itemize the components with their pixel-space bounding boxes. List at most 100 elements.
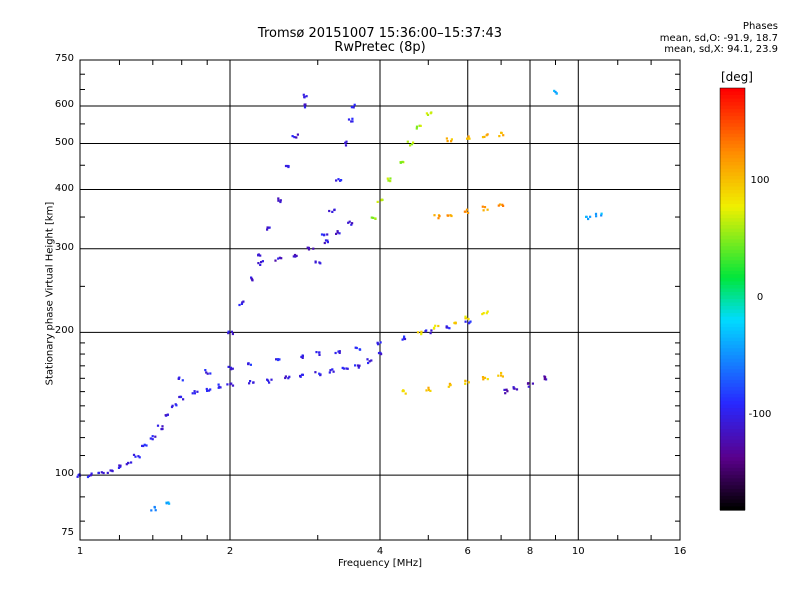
colorbar-segment [720,249,745,254]
scatter-point [277,199,280,202]
colorbar-segment [720,446,745,451]
stats-o-mode: mean, sd,O: -91.9, 18.7 [659,33,778,44]
colorbar-segment [720,207,745,212]
scatter-point [181,379,184,382]
colorbar-segment [720,457,745,462]
scatter-point [555,92,558,95]
scatter-point [351,120,354,123]
scatter-point [358,364,361,367]
colorbar-border [719,87,746,511]
colorbar-segment [720,179,745,184]
colorbar-tick-label: 100 [750,174,770,186]
colorbar-segment [720,320,745,325]
colorbar-segment [720,306,745,311]
scatter-point [500,131,503,135]
y-tick-label: 200 [54,325,74,337]
colorbar-segment [720,284,745,290]
colorbar-segment [720,471,745,476]
scatter-point [346,367,349,370]
scatter-point [143,443,146,446]
scatter-point [161,425,164,428]
scatter-point [154,509,157,512]
scatter-point [323,241,326,245]
scatter-point [301,373,304,376]
scatter-point [402,389,405,393]
scatter-point [145,444,148,447]
scatter-point [434,324,437,327]
scatter-point [266,226,269,229]
colorbar-segment [720,242,745,247]
scatter-point [445,326,448,329]
scatter-point [302,93,305,96]
scatter-point [149,437,152,440]
scatter-point [296,133,299,136]
colorbar-segment [720,225,745,230]
scatter-point [138,456,141,459]
scatter-point [277,257,280,260]
colorbar-segment [720,165,745,170]
colorbar-segment [720,408,745,413]
scatter-point [326,241,329,244]
colorbar-segment [720,235,745,240]
scatter-point [468,137,471,140]
scatter-point [464,320,467,323]
plot-frame [79,59,681,541]
colorbar-segment [720,436,745,441]
colorbar-segment [720,358,745,363]
scatter-point [118,464,121,467]
colorbar-segment [720,439,745,444]
scatter-point [247,362,250,365]
scatter-point [481,376,485,379]
y-tick-label: 750 [54,53,74,64]
scatter-point [206,372,209,375]
scatter-point [307,246,310,249]
colorbar-segment [720,253,745,258]
colorbar-segment [720,291,745,297]
colorbar-segment [720,302,745,307]
scatter-point [486,310,489,313]
colorbar-segment [720,133,745,138]
scatter-point [486,378,489,381]
x-tick-label: 10 [571,546,585,557]
colorbar-segment [720,390,745,395]
scatter-point [482,209,485,212]
colorbar-segment [720,263,745,268]
scatter-point [294,255,297,258]
scatter-point [275,358,278,361]
scatter-point [307,248,311,251]
scatter-point [505,388,508,391]
scatter-point [531,382,534,385]
colorbar-segment [720,355,745,360]
scatter-point [295,254,298,257]
scatter-point [303,103,306,106]
colorbar-segment [720,214,745,219]
colorbar-segment [720,182,745,188]
scatter-point [193,390,196,393]
scatter-point [295,136,298,139]
scatter-point [257,253,260,257]
colorbar-segment [720,369,745,374]
scatter-point [217,386,220,389]
scatter-point [106,471,109,474]
scatter-point [338,351,341,354]
y-tick-label: 400 [54,182,74,194]
colorbar-segment [720,485,745,490]
colorbar-tick-label: -100 [748,409,772,421]
scatter-point [370,359,373,362]
scatter-point [206,389,209,392]
scatter-point [207,389,211,392]
scatter-point [450,140,453,143]
scatter-point [177,377,180,380]
colorbar-segment [720,91,745,96]
scatter-point [376,200,379,203]
colorbar-segment [720,397,745,402]
scatter-point [399,161,402,164]
scatter-point [278,256,281,259]
colorbar-segment [720,221,745,226]
scatter-point [249,380,252,383]
scatter-point [372,216,375,219]
scatter-point [351,117,354,120]
colorbar-segment [720,344,745,349]
scatter-point [178,395,181,399]
scatter-point [344,141,347,144]
